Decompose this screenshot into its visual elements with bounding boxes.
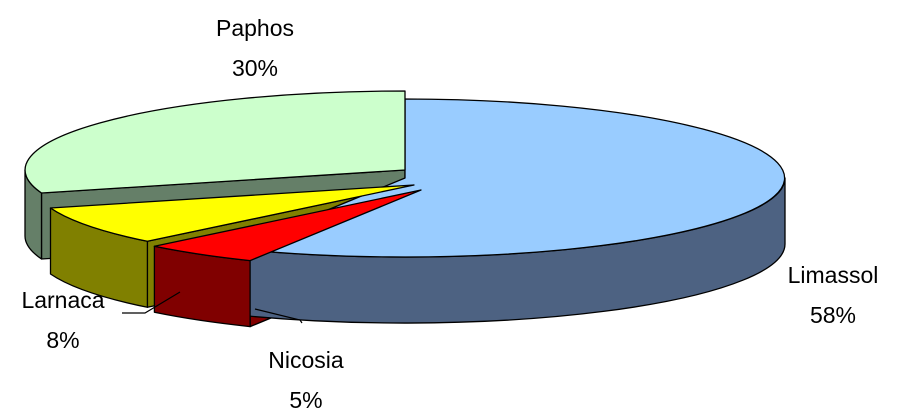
slice-top-limassol xyxy=(233,98,786,258)
slice-label-nicosia: Nicosia 5% xyxy=(268,347,344,413)
slice-top-paphos xyxy=(24,90,406,194)
slice-top-nicosia xyxy=(153,189,422,262)
slice-top-larnaca xyxy=(49,184,415,242)
slice-value-paphos: 30% xyxy=(232,55,278,81)
slice-label-limassol: Limassol 58% xyxy=(788,262,879,328)
leader-line-nicosia xyxy=(254,308,303,324)
slice-value-limassol: 58% xyxy=(810,302,856,328)
slice-label-paphos: Paphos 30% xyxy=(216,15,294,81)
pie-tops xyxy=(24,90,786,262)
slice-name-limassol: Limassol xyxy=(788,262,879,288)
slice-name-larnaca: Larnaca xyxy=(21,287,104,313)
leader-line-larnaca xyxy=(122,291,181,314)
slice-value-larnaca: 8% xyxy=(46,327,79,353)
slice-label-larnaca: Larnaca 8% xyxy=(21,287,104,353)
slice-name-nicosia: Nicosia xyxy=(268,347,344,373)
leader-lines xyxy=(122,291,303,324)
slice-name-paphos: Paphos xyxy=(216,15,294,41)
slice-value-nicosia: 5% xyxy=(289,387,322,413)
